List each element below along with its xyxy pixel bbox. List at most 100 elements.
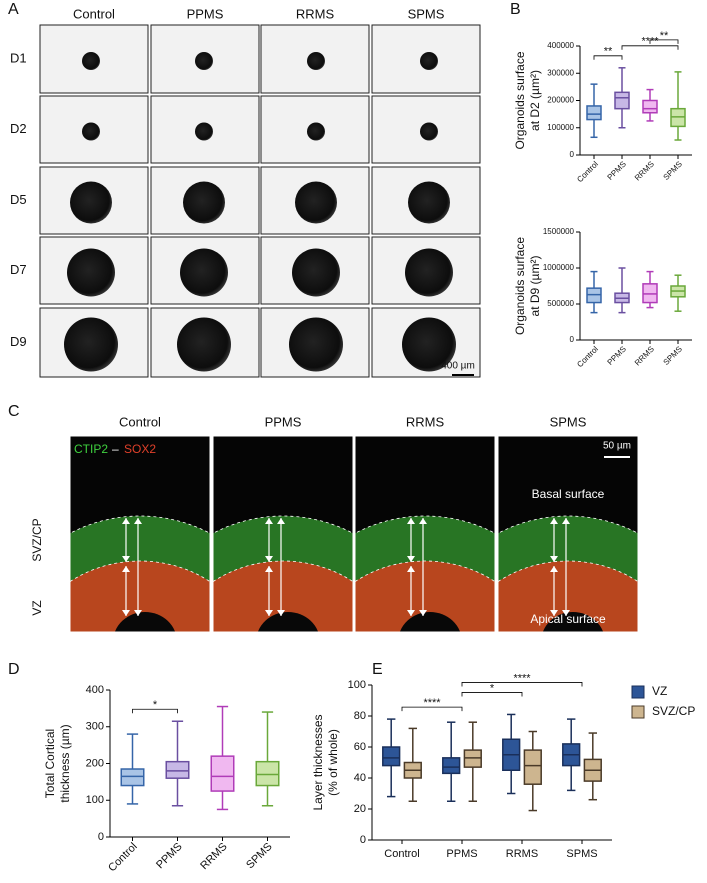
organoid — [64, 317, 118, 372]
legend-label: VZ — [652, 684, 667, 698]
x-tick-label: Control — [106, 841, 140, 875]
significance-bracket — [461, 682, 583, 687]
x-tick-label: PPMS — [606, 160, 628, 182]
organoid — [420, 122, 438, 141]
organoid — [307, 122, 325, 141]
x-tick-label: RRMS — [506, 848, 538, 860]
organoid — [195, 52, 213, 70]
sox2-layer — [355, 561, 495, 632]
organoid — [70, 181, 112, 224]
image-frame — [69, 435, 211, 633]
x-tick-label: Control — [575, 344, 600, 369]
box — [523, 749, 542, 785]
significance-label: **** — [513, 672, 531, 684]
x-tick-label: Control — [384, 848, 419, 860]
y-tick-label: 400000 — [547, 41, 574, 50]
x-tick-label: PPMS — [446, 848, 477, 860]
y-tick-label: 0 — [360, 834, 366, 846]
box — [642, 99, 658, 114]
y-tick-label: 200000 — [547, 96, 574, 105]
organoid — [195, 122, 213, 141]
arrow-head — [122, 566, 130, 616]
significance-bracket — [649, 39, 679, 44]
y-axis-label-line: Layer thicknesses — [311, 714, 325, 810]
image-frame — [354, 435, 496, 633]
y-tick-label: 0 — [570, 150, 575, 159]
lumen — [399, 612, 461, 632]
y-tick-label: 0 — [570, 335, 575, 344]
image-frame — [497, 435, 639, 633]
basal-label: Basal surface — [532, 487, 605, 501]
y-axis-label-line: thickness (µm) — [58, 724, 72, 802]
lumen — [114, 612, 176, 632]
sox2-layer — [498, 561, 638, 632]
fluorescence-image — [70, 436, 210, 632]
significance-label: * — [153, 699, 158, 711]
y-tick-label: 40 — [354, 772, 366, 784]
legend-swatch — [631, 685, 645, 699]
legend-label: SVZ/CP — [652, 704, 695, 718]
panel-label: B — [510, 1, 521, 18]
significance-label: ** — [660, 30, 669, 42]
y-axis-label-line: Total Cortical — [43, 729, 57, 798]
x-tick-label: RRMS — [198, 841, 229, 872]
legend-swatch — [631, 705, 645, 719]
organoid — [82, 52, 100, 70]
column-header: RRMS — [406, 414, 445, 429]
fluorescence-image — [213, 436, 353, 632]
marker-label: SOX2 — [124, 442, 156, 456]
organoid-image — [371, 95, 481, 164]
organoid — [183, 181, 225, 224]
y-axis-label-line: at D9 (µm²) — [528, 256, 542, 317]
x-tick-label: PPMS — [154, 841, 185, 872]
significance-label: ** — [604, 46, 613, 58]
apical-label: Apical surface — [530, 612, 606, 626]
box — [165, 760, 190, 779]
y-tick-label: 1500000 — [543, 227, 575, 236]
organoid — [408, 181, 450, 224]
y-tick-label: 0 — [98, 831, 104, 843]
y-axis-label: Organoids surfaceat D9 (µm²) — [513, 237, 542, 335]
apical-line — [355, 560, 495, 583]
box — [586, 105, 602, 121]
x-tick-label: RRMS — [633, 345, 656, 368]
row-label: D9 — [10, 334, 27, 349]
organoid — [289, 317, 343, 372]
box — [120, 768, 145, 787]
y-axis-label-line: at D2 (µm²) — [528, 70, 542, 131]
y-tick-label: 400 — [86, 684, 104, 696]
scale-bar-label: 400 µm — [441, 361, 475, 372]
y-tick-label: 100 — [86, 794, 104, 806]
organoid — [405, 248, 453, 297]
y-tick-label: 300000 — [547, 68, 574, 77]
organoid — [67, 248, 115, 297]
y-axis-label: Layer thicknesses(% of whole) — [311, 714, 340, 810]
box — [255, 760, 280, 787]
organoid — [180, 248, 228, 297]
x-tick-label: SPMS — [566, 848, 597, 860]
box — [382, 746, 401, 767]
x-tick-label: Control — [575, 159, 600, 184]
x-tick-label: SPMS — [662, 160, 684, 182]
lumen — [542, 612, 604, 632]
y-tick-label: 100000 — [547, 123, 574, 132]
significance-label: **** — [423, 697, 441, 709]
row-label: D7 — [10, 262, 27, 277]
significance-bracket — [621, 45, 679, 50]
column-header: SPMS — [550, 414, 587, 429]
x-tick-label: RRMS — [633, 160, 656, 183]
y-tick-label: 80 — [354, 710, 366, 722]
column-header: RRMS — [296, 6, 335, 21]
apical-line — [70, 560, 210, 583]
organoid — [307, 52, 325, 70]
y-axis-label-line: Organoids surface — [513, 51, 527, 149]
row-label: D2 — [10, 121, 27, 136]
column-header: Control — [119, 414, 161, 429]
y-axis-label: Organoids surfaceat D2 (µm²) — [513, 51, 542, 149]
column-header: SPMS — [408, 6, 445, 21]
row-label: VZ — [30, 600, 44, 615]
organoid — [82, 122, 100, 141]
apical-line — [498, 560, 638, 583]
significance-bracket — [593, 55, 623, 60]
